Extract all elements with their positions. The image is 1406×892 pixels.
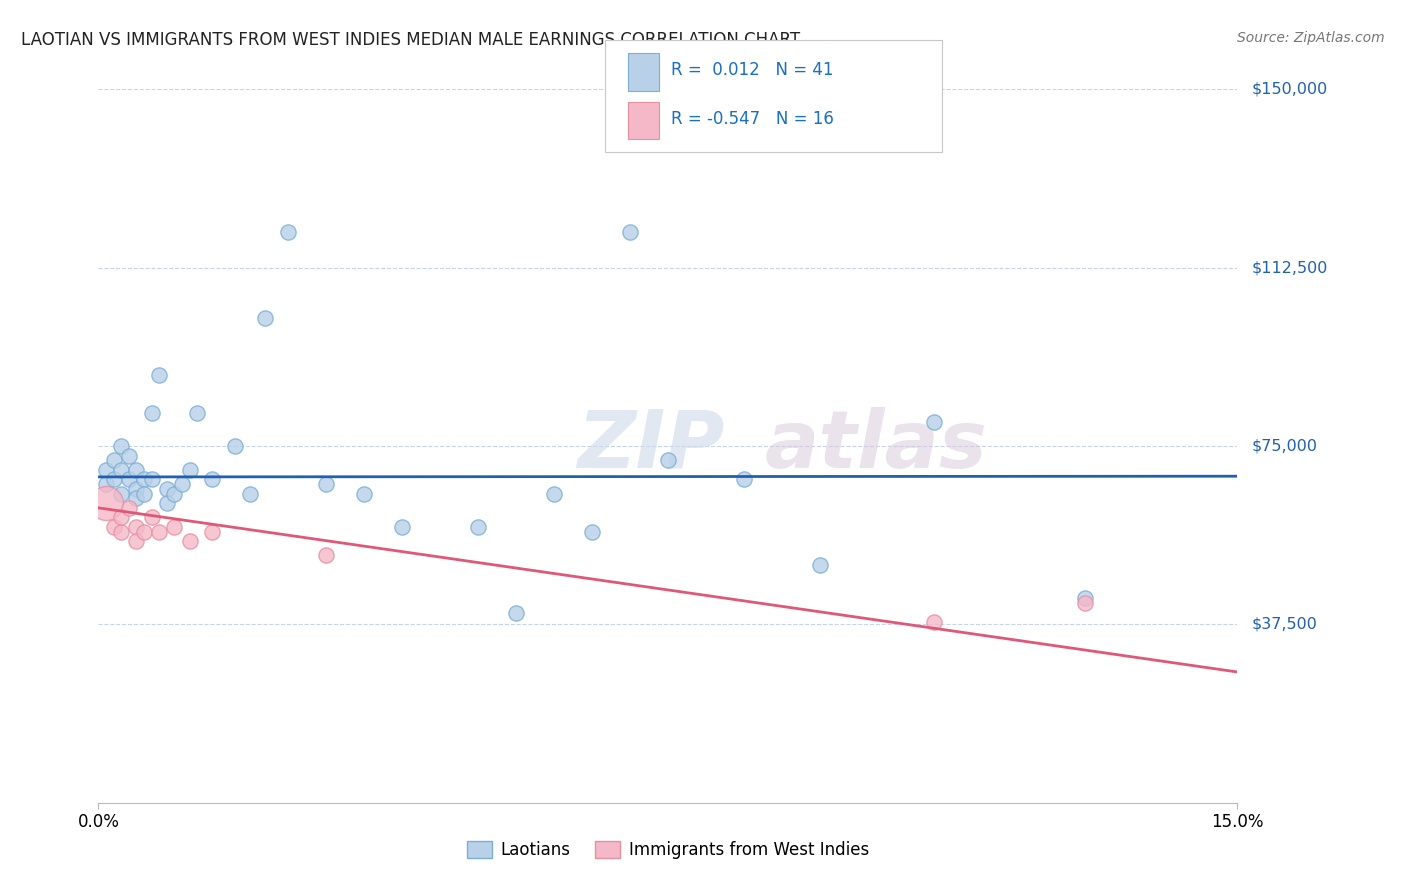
Point [1074,596,1097,610]
Point [201,524,224,539]
Text: atlas: atlas [765,407,987,485]
Point [156,496,179,510]
Point [94,496,117,510]
Text: $75,000: $75,000 [1253,439,1317,453]
Point [808,558,831,572]
Point [179,463,201,477]
Point [163,486,186,500]
Point [170,477,193,491]
Point [94,477,117,491]
Point [391,520,413,534]
Text: $150,000: $150,000 [1253,82,1329,96]
Point [179,534,201,549]
Legend: Laotians, Immigrants from West Indies: Laotians, Immigrants from West Indies [460,834,876,866]
Text: R = -0.547   N = 16: R = -0.547 N = 16 [671,111,834,128]
Point [163,520,186,534]
Point [125,482,148,496]
Point [619,225,641,239]
Point [186,406,208,420]
Point [103,453,125,467]
Point [132,524,155,539]
Point [125,520,148,534]
Point [467,520,489,534]
Text: ZIP: ZIP [576,407,724,485]
Point [922,615,945,629]
Point [657,453,679,467]
Text: LAOTIAN VS IMMIGRANTS FROM WEST INDIES MEDIAN MALE EARNINGS CORRELATION CHART: LAOTIAN VS IMMIGRANTS FROM WEST INDIES M… [21,31,800,49]
Point [125,463,148,477]
Point [581,524,603,539]
Point [118,449,141,463]
Point [148,368,170,382]
Point [315,549,337,563]
Text: $37,500: $37,500 [1253,617,1317,632]
Point [733,472,755,486]
Point [277,225,299,239]
Point [201,472,224,486]
Point [132,486,155,500]
Point [315,477,337,491]
Point [132,472,155,486]
Point [110,463,132,477]
Point [118,472,141,486]
Point [148,524,170,539]
Point [110,486,132,500]
Point [141,406,163,420]
Point [110,524,132,539]
Text: Source: ZipAtlas.com: Source: ZipAtlas.com [1237,31,1385,45]
Point [922,415,945,429]
Point [110,510,132,524]
Point [141,472,163,486]
Point [543,486,565,500]
Point [156,482,179,496]
Point [110,439,132,453]
Point [141,510,163,524]
Point [1074,591,1097,606]
Point [125,491,148,506]
Point [239,486,262,500]
Point [224,439,246,453]
Text: R =  0.012   N = 41: R = 0.012 N = 41 [671,62,834,79]
Point [94,463,117,477]
Point [103,472,125,486]
Point [118,500,141,515]
Point [505,606,527,620]
Point [353,486,375,500]
Point [103,520,125,534]
Point [254,310,277,325]
Point [125,534,148,549]
Text: $112,500: $112,500 [1253,260,1329,275]
